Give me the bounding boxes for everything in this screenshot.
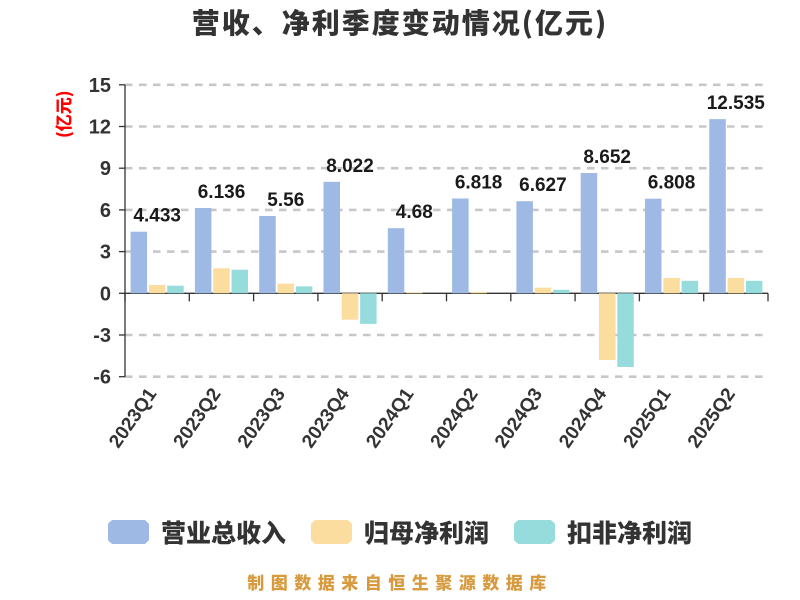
svg-text:12.535: 12.535 <box>707 93 766 114</box>
svg-text:4.68: 4.68 <box>396 202 433 223</box>
svg-text:8.652: 8.652 <box>583 147 631 168</box>
svg-text:2024Q3: 2024Q3 <box>491 385 547 452</box>
svg-text:6.627: 6.627 <box>519 175 567 196</box>
svg-text:2024Q2: 2024Q2 <box>427 385 483 452</box>
svg-text:2023Q1: 2023Q1 <box>105 384 161 452</box>
svg-text:2025Q2: 2025Q2 <box>684 385 740 452</box>
svg-text:6.808: 6.808 <box>648 173 696 194</box>
svg-text:-3: -3 <box>93 325 111 347</box>
svg-text:6: 6 <box>100 200 111 222</box>
svg-text:2025Q1: 2025Q1 <box>620 384 676 452</box>
svg-text:0: 0 <box>100 283 111 305</box>
svg-text:6.818: 6.818 <box>455 173 503 194</box>
svg-text:3: 3 <box>100 242 111 264</box>
svg-text:4.433: 4.433 <box>133 206 181 227</box>
svg-text:2023Q4: 2023Q4 <box>298 384 354 452</box>
svg-text:2024Q4: 2024Q4 <box>555 384 611 452</box>
svg-text:9: 9 <box>100 158 111 180</box>
svg-text:-6: -6 <box>93 367 111 389</box>
svg-text:2023Q3: 2023Q3 <box>234 385 290 452</box>
svg-text:2023Q2: 2023Q2 <box>170 385 226 452</box>
svg-text:12: 12 <box>89 117 111 139</box>
svg-text:2024Q1: 2024Q1 <box>362 384 418 452</box>
svg-text:6.136: 6.136 <box>198 182 246 203</box>
svg-text:15: 15 <box>89 75 111 97</box>
svg-text:8.022: 8.022 <box>326 156 374 177</box>
svg-text:5.56: 5.56 <box>267 190 304 211</box>
